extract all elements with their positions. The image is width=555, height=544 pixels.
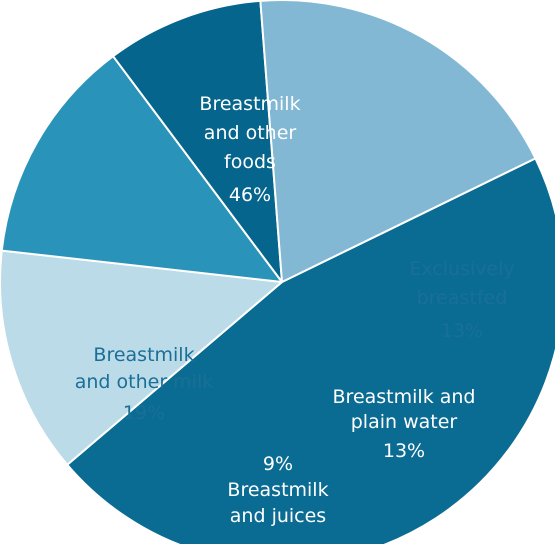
slice-label-line-5-1: Breastmilk: [93, 344, 194, 366]
slice-label-line-2-2: breastfed: [417, 287, 508, 309]
slice-label-line-1-2: and other: [204, 122, 297, 144]
slice-label-line-3-1: Breastmilk and: [333, 386, 476, 408]
slice-label-line-1-1: Breastmilk: [199, 93, 300, 115]
slice-value-4: 9%: [263, 453, 293, 475]
pie-slice-3: [0, 55, 283, 283]
slice-value-2: 13%: [441, 320, 483, 342]
slice-label-line-1-3: foods: [224, 151, 276, 173]
slice-label-1: Breastmilk and other foods 46%: [199, 93, 300, 206]
pie-slice-4: [112, 0, 283, 283]
slice-value-3: 13%: [383, 440, 425, 462]
pie-labels: Breastmilk and other foods 46% Exclusively br…: [75, 93, 515, 527]
slice-label-line-4-1: Breastmilk: [227, 479, 328, 501]
slice-label-line-2-1: Exclusively: [409, 258, 514, 280]
slice-label-4: 9% Breastmilk and juices: [227, 453, 328, 527]
slice-label-line-5-2: and other milk: [75, 371, 214, 393]
slice-value-1: 46%: [229, 184, 271, 206]
slice-value-5: 19%: [123, 402, 165, 424]
slice-label-3: Breastmilk and plain water 13%: [333, 386, 476, 462]
slice-label-line-3-2: plain water: [351, 411, 458, 433]
pie-slice-5: [259, 0, 537, 283]
slice-label-5: Breastmilk and other milk 19%: [75, 344, 214, 424]
pie-slice-2: [0, 249, 283, 466]
slice-label-line-4-2: and juices: [230, 505, 326, 527]
pie-slice-1: [66, 157, 555, 544]
slice-label-2: Exclusively breastfed 13%: [409, 258, 514, 342]
